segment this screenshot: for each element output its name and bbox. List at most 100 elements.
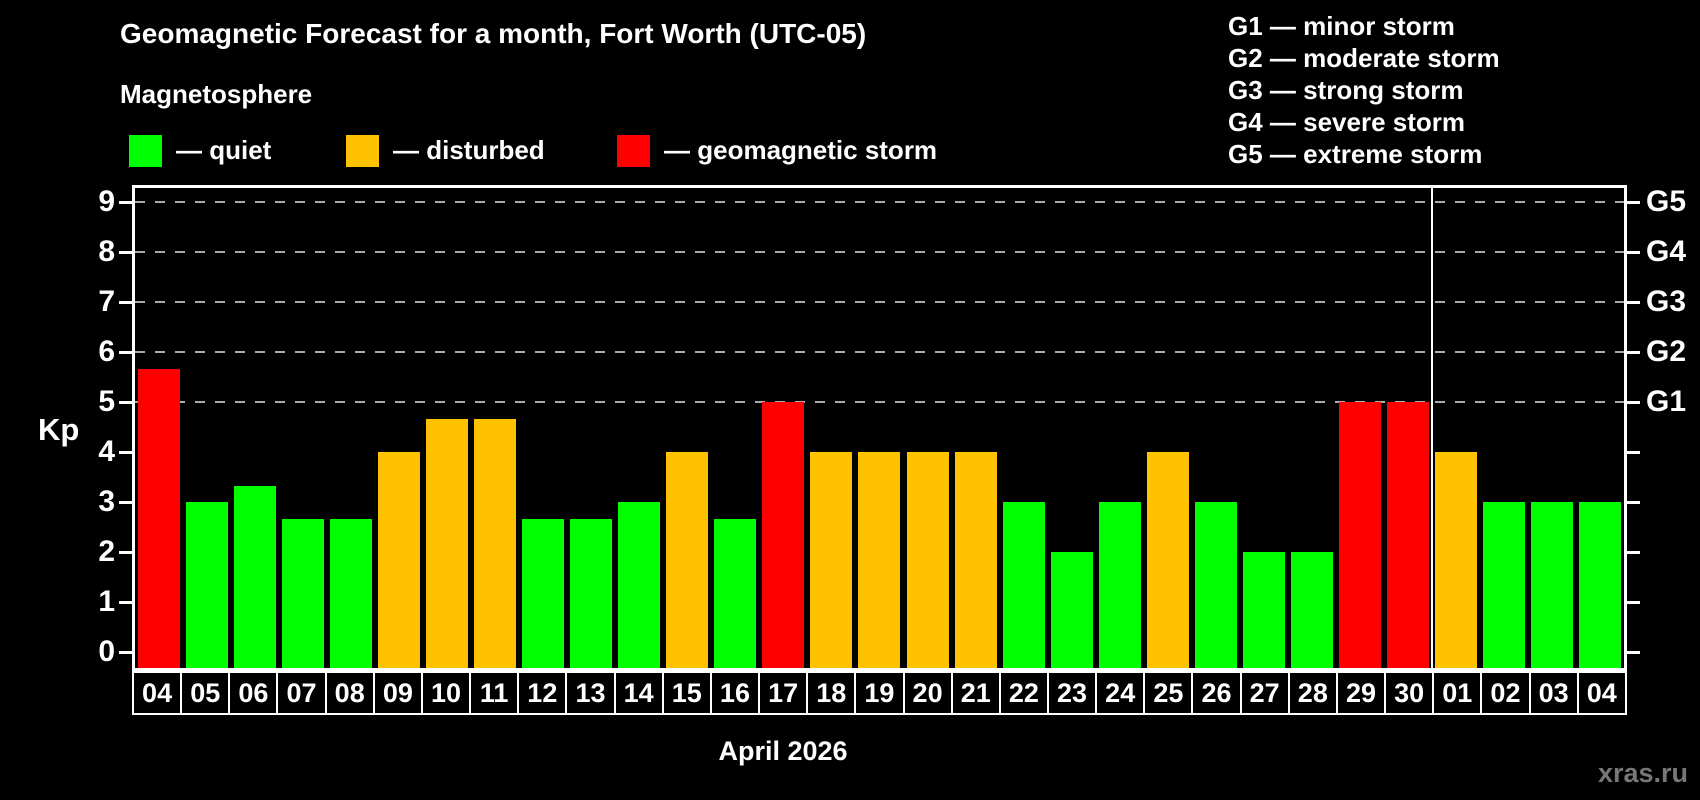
y-tick-left-7 [119, 301, 132, 304]
kp-bar-day-19 [858, 452, 901, 668]
day-label-cell: 02 [1480, 671, 1531, 715]
gridline-kp-5 [135, 401, 1624, 403]
y-tick-right-1 [1627, 601, 1640, 604]
day-label-cell: 25 [1143, 671, 1194, 715]
y-axis-label-1: 1 [98, 585, 115, 618]
y-axis-label-9: 9 [98, 185, 115, 218]
legend-disturbed-label: — disturbed [393, 135, 545, 165]
kp-bar-day-28 [1290, 552, 1333, 668]
legend-item-storm: — geomagnetic storm [617, 134, 937, 167]
kp-bar-day-27 [1242, 552, 1285, 668]
kp-bar-day-16 [714, 518, 757, 668]
y-tick-left-6 [119, 351, 132, 354]
gridline-kp-7 [135, 301, 1624, 303]
y-tick-left-1 [119, 601, 132, 604]
y-tick-right-2 [1627, 551, 1640, 554]
gridline-kp-9 [135, 201, 1624, 203]
day-label-cell: 05 [180, 671, 231, 715]
day-label-cell: 04 [132, 671, 183, 715]
day-label-cell: 07 [276, 671, 327, 715]
day-label-cell: 19 [854, 671, 905, 715]
kp-bar-day-14 [618, 502, 661, 668]
y-tick-left-5 [119, 401, 132, 404]
g-axis-label-G4: G4 [1646, 235, 1687, 268]
kp-bar-day-04 [138, 368, 180, 668]
y-axis-title: Kp [38, 412, 80, 447]
g-scale-item: G4 — severe storm [1228, 107, 1466, 137]
quiet-color-swatch [129, 134, 162, 167]
day-label-cell: 10 [420, 671, 472, 715]
day-label-cell: 29 [1335, 671, 1387, 715]
day-label-cell: 28 [1287, 671, 1338, 715]
day-label-cell: 04 [1576, 671, 1627, 715]
day-label-cell: 11 [469, 671, 520, 715]
kp-bar-day-04 [1578, 502, 1621, 668]
kp-bar-day-03 [1530, 502, 1573, 668]
kp-bar-day-12 [522, 518, 565, 668]
day-label-cell: 08 [324, 671, 375, 715]
chart-subtitle: Magnetosphere [120, 79, 313, 109]
y-tick-left-2 [119, 551, 132, 554]
kp-bar-day-22 [1002, 502, 1045, 668]
disturbed-color-swatch [346, 134, 379, 167]
y-axis-label-4: 4 [98, 435, 115, 468]
legend-item-disturbed: — disturbed [346, 134, 545, 167]
legend-item-quiet: — quiet [129, 134, 271, 167]
y-axis-label-6: 6 [98, 335, 115, 368]
gridline-kp-6 [135, 351, 1624, 353]
y-tick-right-4 [1627, 451, 1640, 454]
day-label-cell: 27 [1239, 671, 1290, 715]
day-label-cell: 15 [661, 671, 712, 715]
chart-title: Geomagnetic Forecast for a month, Fort W… [120, 18, 867, 49]
day-label-cell: 22 [998, 671, 1049, 715]
kp-bar-day-18 [810, 452, 853, 668]
kp-bar-day-25 [1146, 452, 1189, 668]
day-label-cell: 18 [806, 671, 857, 715]
y-tick-right-8 [1627, 251, 1640, 254]
day-label-cell: 23 [1046, 671, 1098, 715]
day-label-cell: 26 [1191, 671, 1242, 715]
g-scale-item: G5 — extreme storm [1228, 139, 1483, 169]
day-label-cell: 01 [1432, 671, 1483, 715]
y-tick-left-4 [119, 451, 132, 454]
kp-bar-day-29 [1338, 402, 1381, 668]
kp-bar-day-15 [666, 452, 709, 668]
day-label-cell: 06 [228, 671, 279, 715]
kp-bar-day-21 [954, 452, 997, 668]
y-axis-label-0: 0 [98, 635, 115, 668]
kp-bar-day-24 [1098, 502, 1141, 668]
x-axis-day-labels: 04 05 06 07 08 09 10 11 12 13 14 15 16 17 18 19 20 21 22 23… [132, 671, 1627, 715]
kp-bar-day-09 [378, 452, 421, 668]
y-axis-label-8: 8 [98, 235, 115, 268]
y-tick-right-3 [1627, 501, 1640, 504]
day-label-cell: 17 [758, 671, 809, 715]
y-tick-right-9 [1627, 201, 1640, 204]
kp-bar-day-10 [426, 418, 469, 668]
kp-bar-day-26 [1194, 502, 1237, 668]
kp-bar-day-07 [282, 518, 325, 668]
g-axis-label-G1: G1 [1646, 385, 1687, 418]
y-tick-right-0 [1627, 651, 1640, 654]
day-label-cell: 12 [517, 671, 568, 715]
y-tick-right-7 [1627, 301, 1640, 304]
month-divider-line [1430, 188, 1433, 668]
kp-bar-day-20 [906, 452, 949, 668]
legend-storm-label: — geomagnetic storm [664, 135, 938, 165]
day-label-cell: 13 [565, 671, 616, 715]
day-label-cell: 24 [1095, 671, 1146, 715]
g-scale-item: G1 — minor storm [1228, 11, 1455, 41]
g-axis-label-G2: G2 [1646, 335, 1687, 368]
y-axis-label-7: 7 [98, 285, 115, 318]
g-scale-item: G2 — moderate storm [1228, 43, 1500, 73]
legend-quiet-label: — quiet [176, 135, 272, 165]
kp-bar-day-23 [1050, 552, 1093, 668]
kp-bar-day-08 [330, 518, 373, 668]
g-scale-legend: G1 — minor storm G2 — moderate storm G3 — … [1228, 10, 1500, 170]
g-axis-label-G3: G3 [1646, 285, 1687, 318]
kp-bar-day-01 [1434, 452, 1477, 668]
g-scale-item: G3 — strong storm [1228, 75, 1464, 105]
kp-bar-day-30 [1386, 402, 1429, 668]
kp-bar-day-05 [186, 502, 229, 668]
day-label-cell: 21 [950, 671, 1001, 715]
y-axis-label-2: 2 [98, 535, 115, 568]
